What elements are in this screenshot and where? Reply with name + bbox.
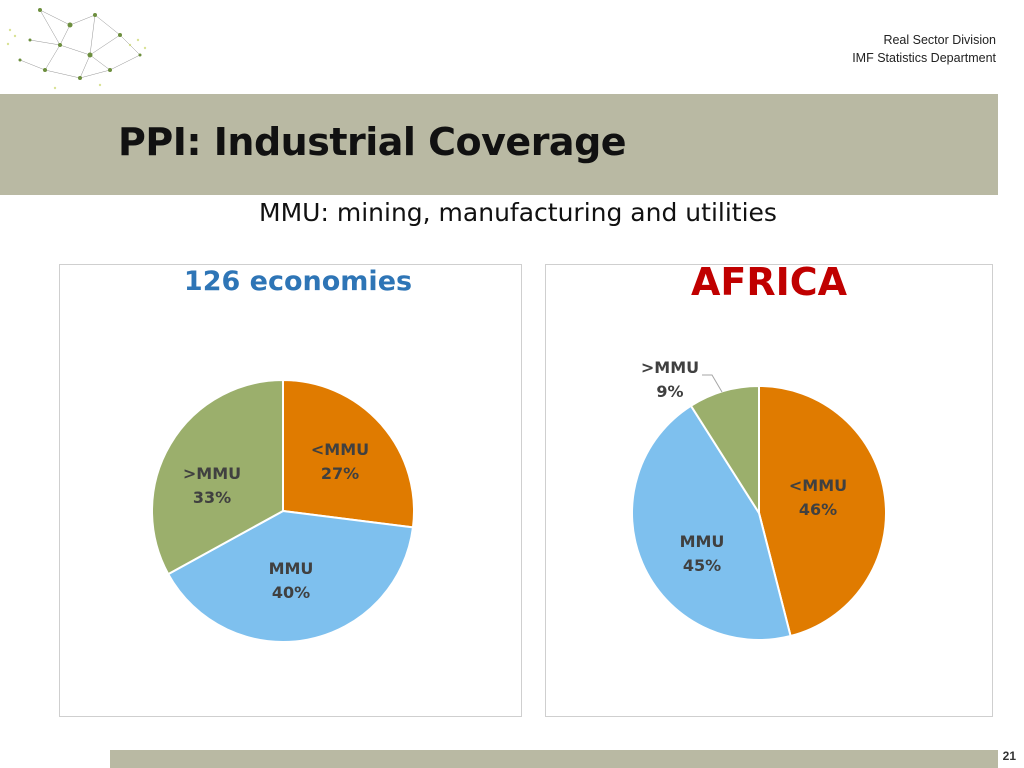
chart-panel-africa — [545, 264, 993, 717]
page-number: 21 — [1002, 749, 1016, 763]
imf-network-logo — [6, 8, 147, 90]
chart-panel-global — [59, 264, 522, 717]
department-name: IMF Statistics Department — [852, 51, 996, 65]
slide-subtitle: MMU: mining, manufacturing and utilities — [259, 198, 777, 227]
chart-title-africa: AFRICA — [690, 260, 848, 304]
slide-title: PPI: Industrial Coverage — [118, 120, 627, 164]
footer-band — [110, 750, 998, 768]
title-band — [0, 94, 998, 195]
chart-title-global: 126 economies — [183, 266, 413, 297]
division-name: Real Sector Division — [883, 33, 996, 47]
header-department-block: Real Sector Division IMF Statistics Depa… — [852, 31, 996, 67]
